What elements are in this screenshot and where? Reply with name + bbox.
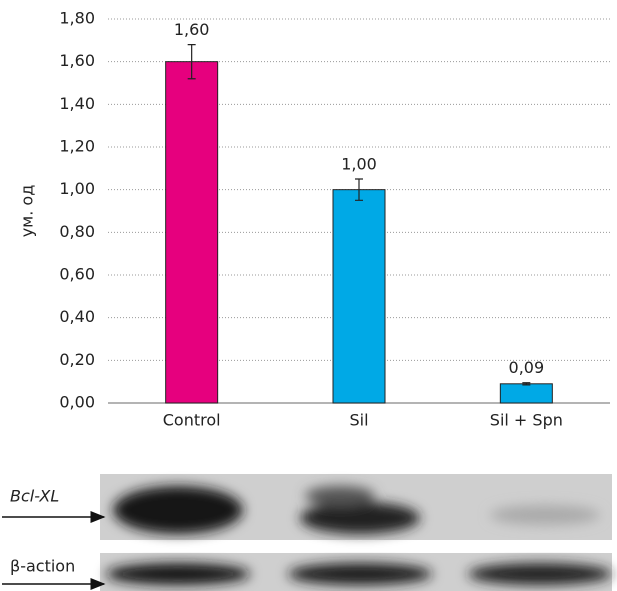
x-tick-label: Sil <box>349 411 368 430</box>
x-tick-label: Control <box>163 411 221 430</box>
y-tick-label: 0,80 <box>59 222 95 241</box>
y-tick-label: 1,20 <box>59 137 95 156</box>
y-tick-label: 1,40 <box>59 94 95 113</box>
y-tick-label: 0,20 <box>59 350 95 369</box>
y-tick-label: 1,80 <box>59 9 95 28</box>
value-label: 1,00 <box>341 155 377 174</box>
bar <box>166 62 218 403</box>
blot-label: Bcl-XL <box>10 487 59 506</box>
y-tick-label: 0,40 <box>59 307 95 326</box>
value-label: 0,09 <box>509 358 545 377</box>
x-tick-label: Sil + Spn <box>490 411 563 430</box>
y-tick-label: 0,60 <box>59 265 95 284</box>
chart: ум. од Bcl-XL β-action 0,00 0,20 0,40 0,60 0… <box>0 0 617 591</box>
blot-bands <box>106 563 612 585</box>
y-axis-label: ум. од <box>18 185 37 238</box>
y-tick-label: 0,00 <box>59 393 95 412</box>
bar <box>333 190 385 403</box>
blot-label: β-action <box>10 557 75 576</box>
blot-panel: Bcl-XL β-action <box>2 474 612 591</box>
bar <box>500 384 552 403</box>
y-tick-label: 1,00 <box>59 179 95 198</box>
value-label: 1,60 <box>174 20 210 39</box>
y-tick-label: 1,60 <box>59 51 95 70</box>
